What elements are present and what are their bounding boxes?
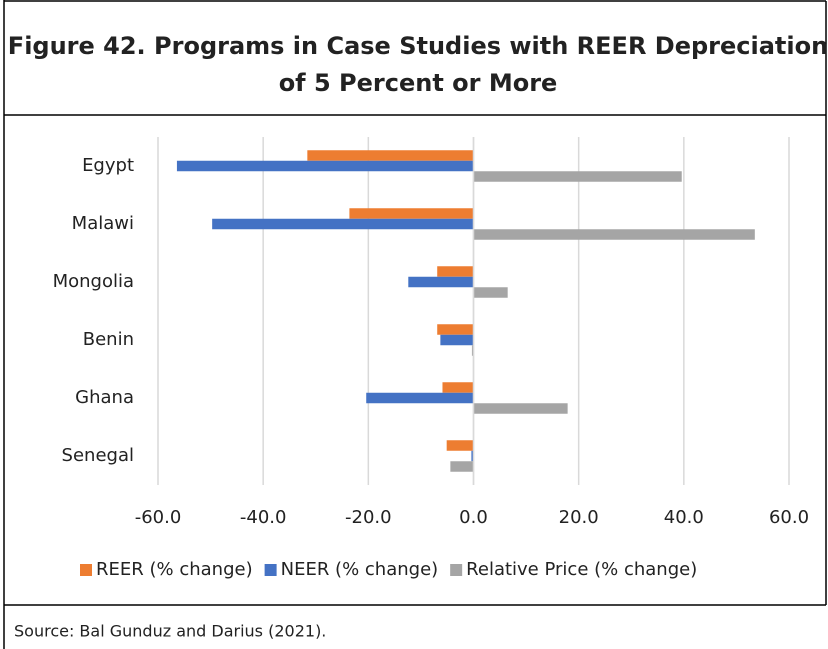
- bar: [437, 324, 474, 335]
- x-tick-label: -60.0: [135, 507, 182, 528]
- bar: [307, 150, 474, 161]
- bar: [366, 392, 474, 404]
- source-note: Source: Bal Gunduz and Darius (2021).: [14, 622, 326, 641]
- bar: [473, 171, 682, 182]
- bar: [471, 450, 474, 462]
- x-tick-label: -20.0: [345, 507, 392, 528]
- y-tick-label: Senegal: [62, 445, 134, 466]
- x-tick-label: 60.0: [769, 507, 809, 528]
- title-line: Figure 42. Programs in Case Studies with…: [8, 32, 828, 60]
- bar: [473, 229, 755, 240]
- bar: [473, 287, 508, 298]
- y-tick-label: Ghana: [75, 387, 134, 408]
- legend-label: REER (% change): [96, 559, 253, 580]
- y-tick-label: Benin: [83, 329, 134, 350]
- bar: [437, 266, 474, 277]
- bar: [408, 276, 474, 288]
- x-tick-label: -40.0: [240, 507, 287, 528]
- y-tick-label: Malawi: [72, 213, 134, 234]
- bar: [446, 440, 474, 451]
- bar: [176, 160, 474, 172]
- bar: [349, 208, 474, 219]
- title-line: of 5 Percent or More: [279, 69, 558, 97]
- bar: [473, 403, 568, 414]
- bar: [212, 218, 474, 230]
- x-tick-label: 20.0: [559, 507, 599, 528]
- legend-swatch: [264, 564, 277, 576]
- bar: [471, 345, 474, 356]
- y-tick-label: Mongolia: [53, 271, 134, 292]
- legend-label: NEER (% change): [281, 559, 439, 580]
- x-tick-label: 40.0: [664, 507, 704, 528]
- bar: [442, 382, 474, 393]
- legend-swatch: [80, 564, 92, 576]
- x-tick-label: 0.0: [459, 507, 488, 528]
- legend-label: Relative Price (% change): [466, 559, 697, 580]
- bar: [440, 334, 474, 346]
- legend-swatch: [450, 564, 463, 576]
- y-tick-label: Egypt: [82, 155, 134, 176]
- bar: [450, 461, 474, 472]
